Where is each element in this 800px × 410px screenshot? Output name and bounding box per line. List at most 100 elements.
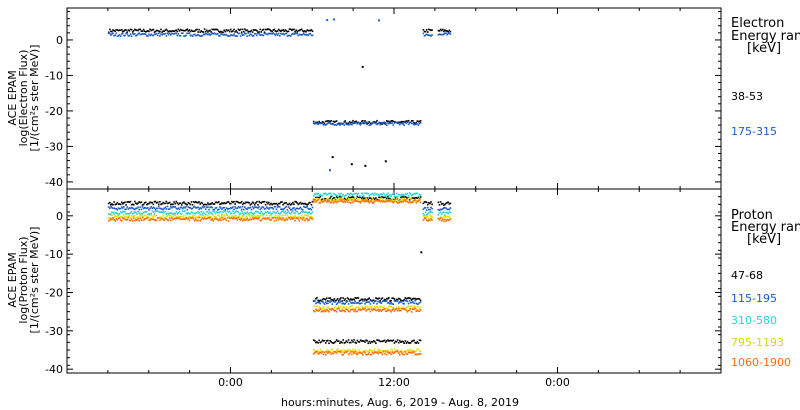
data-point (444, 32, 446, 35)
data-point (175, 32, 178, 35)
data-point (352, 119, 354, 122)
data-point (176, 213, 179, 215)
data-point (379, 340, 381, 343)
data-point (334, 200, 337, 203)
data-point (219, 31, 221, 34)
data-point (304, 33, 306, 36)
data-point (231, 30, 233, 33)
data-point (310, 216, 313, 218)
data-point (396, 349, 399, 351)
data-point (402, 300, 404, 302)
data-point (343, 342, 346, 344)
data-point (250, 208, 253, 211)
data-point (122, 203, 124, 205)
data-point (314, 200, 316, 202)
data-point (428, 217, 430, 220)
data-point (269, 29, 271, 31)
data-point (259, 201, 261, 204)
data-point (362, 306, 364, 309)
data-point (392, 297, 395, 299)
data-point (296, 207, 298, 210)
data-point (344, 310, 347, 313)
data-point (183, 210, 185, 213)
data-point (316, 309, 318, 312)
data-point (343, 349, 346, 352)
data-point (261, 201, 264, 203)
data-point (446, 30, 448, 32)
data-point (409, 307, 412, 310)
data-point (160, 33, 162, 35)
data-point (345, 351, 348, 353)
data-point (195, 212, 197, 215)
data-point (209, 211, 211, 213)
data-point (293, 212, 295, 214)
data-point (412, 351, 414, 353)
data-point (111, 214, 113, 216)
data-point (282, 32, 284, 35)
data-point (315, 298, 317, 300)
data-point (370, 350, 373, 353)
data-point (149, 207, 151, 210)
data-point (228, 30, 231, 33)
data-point (369, 306, 372, 308)
data-point (142, 207, 145, 210)
data-point (274, 212, 277, 214)
data-point (142, 216, 145, 218)
data-point (331, 308, 334, 310)
data-point (245, 29, 247, 32)
data-point (386, 300, 388, 302)
data-point (297, 29, 300, 32)
data-point (389, 351, 391, 353)
data-point (418, 310, 421, 312)
data-point (369, 197, 372, 199)
data-point (340, 297, 342, 299)
data-point (422, 32, 425, 35)
data-point (318, 194, 320, 197)
data-point (184, 207, 186, 209)
data-point (197, 31, 199, 33)
data-point (322, 353, 325, 356)
data-point (171, 207, 173, 209)
data-point (287, 34, 290, 37)
data-point (247, 212, 249, 215)
data-point (140, 201, 143, 203)
data-point (117, 213, 120, 215)
data-point (366, 197, 368, 199)
data-point (407, 201, 410, 204)
data-point (177, 33, 180, 35)
data-point (139, 28, 142, 31)
data-point (171, 30, 173, 32)
electron-ylabel-line3: [1/(cm²s ster MeV)] (28, 45, 41, 152)
data-point (305, 214, 307, 216)
data-point (390, 301, 392, 304)
data-point (423, 201, 426, 203)
data-point (364, 192, 366, 194)
data-point (406, 300, 409, 303)
data-point (138, 215, 140, 218)
data-point (109, 217, 111, 219)
data-point (198, 215, 200, 218)
data-point (262, 217, 265, 220)
data-point (388, 352, 390, 354)
data-point (399, 354, 401, 356)
data-point (243, 208, 245, 211)
data-point (368, 308, 371, 311)
data-point (369, 353, 372, 356)
data-point (416, 197, 419, 199)
data-point (321, 350, 324, 353)
data-point (348, 349, 351, 352)
data-point (160, 28, 162, 31)
data-point (225, 213, 228, 215)
data-point (387, 349, 389, 351)
data-point (272, 208, 275, 210)
data-point (375, 193, 377, 196)
data-point (258, 206, 260, 208)
data-point (386, 124, 388, 126)
data-point (365, 192, 367, 195)
electron-ylabel-line1: ACE EPAM (6, 70, 19, 125)
data-point (300, 210, 303, 213)
data-point (159, 30, 161, 33)
data-point (439, 217, 442, 219)
data-point (401, 200, 403, 203)
data-point (171, 212, 173, 215)
